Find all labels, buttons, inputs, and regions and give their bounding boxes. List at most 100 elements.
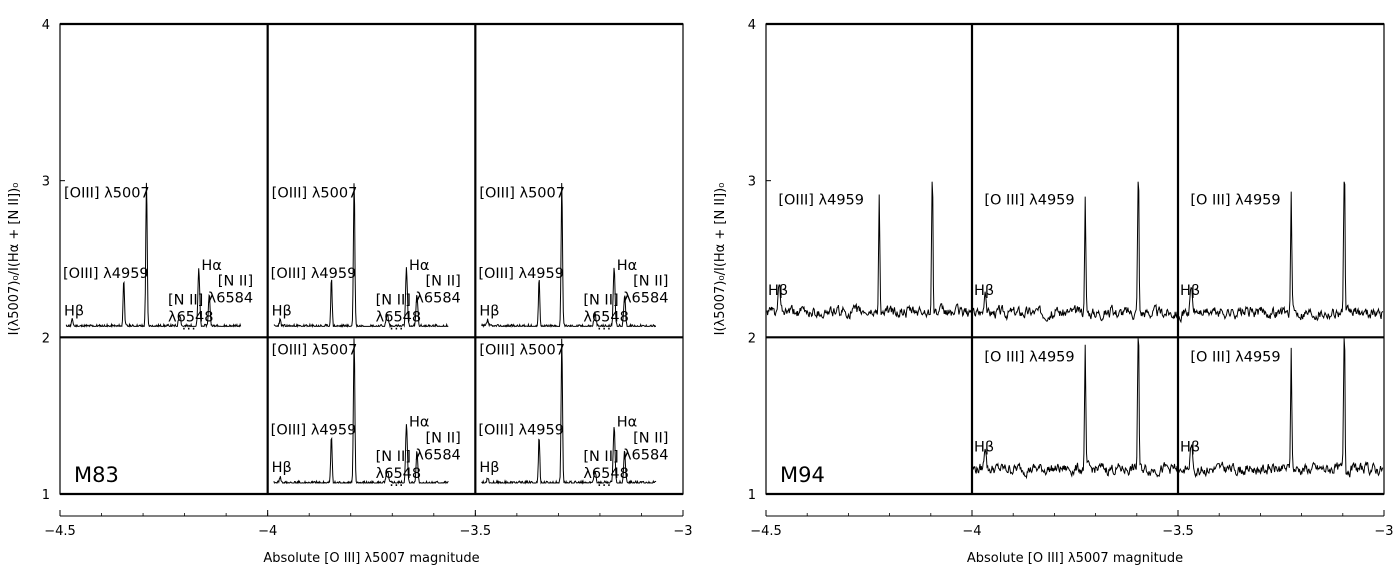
label-nii-6548: [N II] [583,292,618,308]
y-tick-label: 2 [42,331,50,346]
label-oiii-4959: [OIII] λ4959 [63,266,149,282]
label-nii-6584: [N II] [425,274,460,290]
label-oiii-4959: [OIII] λ4959 [478,266,564,282]
y-axis-label: I(λ5007)₀/I(Hα + [N II])₀ [713,183,728,336]
x-tick-label: −4.5 [750,524,782,539]
label-oiii-4959: [O III] λ4959 [1190,193,1280,209]
y-tick-label: 4 [42,18,50,33]
spectrum-line [481,338,657,485]
label-nii-6584: [N II] [633,430,668,446]
label-nii-6548: λ6548 [583,309,628,325]
label-dots: … [389,318,404,334]
label-oiii-4959: [O III] λ4959 [984,193,1074,209]
label-hbeta: Hβ [1180,440,1200,456]
spectrum-cell: [OIII] λ4959 Hβ [766,181,972,320]
panel-m94: −4.5 −4 −3.5 −3 1 2 3 4 Absolute [O III] λ5007 m… [713,18,1394,566]
spectrum-line [972,338,1178,480]
label-oiii-4959: [OIII] λ4959 [778,193,864,209]
spectrum-line [273,338,449,485]
x-tick-label: −4 [258,524,277,539]
label-halpha: Hα [409,415,429,431]
label-nii-6584: λ6584 [415,291,460,307]
label-oiii-4959: [OIII] λ4959 [271,422,357,438]
x-tick-label: −4.5 [44,524,76,539]
label-oiii-4959: [OIII] λ4959 [271,266,357,282]
label-nii-6548: λ6548 [583,466,628,482]
label-nii-6548: [N II] [376,449,411,465]
label-nii-6548: [N II] [168,292,203,308]
label-hbeta: Hβ [479,303,499,319]
label-dots: … [597,474,612,490]
label-halpha: Hα [409,258,429,274]
spectrum-cell: [O III] λ4959 Hβ [972,338,1178,480]
x-tick-label: −4 [962,524,981,539]
label-nii-6548: [N II] [583,449,618,465]
label-nii-6584: λ6584 [415,447,460,463]
label-nii-6584: [N II] [425,430,460,446]
label-nii-6548: λ6548 [376,309,421,325]
label-hbeta: Hβ [768,283,788,299]
galaxy-label: M83 [74,463,119,487]
label-nii-6584: λ6584 [623,447,668,463]
x-tick-label: −3 [673,524,692,539]
label-hbeta: Hβ [479,460,499,476]
spectrum-line [1178,338,1384,479]
x-tick-label: −3.5 [1162,524,1194,539]
label-oiii-4959: [O III] λ4959 [1190,349,1280,365]
label-hbeta: Hβ [272,303,292,319]
label-nii-6584: λ6584 [208,291,253,307]
label-nii-6548: λ6548 [376,466,421,482]
plot-frame [59,23,684,495]
y-axis-label: I(λ5007)₀/I(Hα + [N II])₀ [7,183,22,336]
panel-m83: −4.5 −4 −3.5 −3 1 2 3 4 Absolute [O III] λ5007 m… [7,18,693,566]
x-tick-label: −3 [1374,524,1393,539]
label-hbeta: Hβ [974,283,994,299]
spectrum-line [1178,181,1384,324]
label-halpha: Hα [617,258,637,274]
label-hbeta: Hβ [974,440,994,456]
label-hbeta: Hβ [272,460,292,476]
label-oiii-5007: [OIII] λ5007 [479,186,565,202]
label-dots: … [389,474,404,490]
x-axis-label: Absolute [O III] λ5007 magnitude [967,551,1183,566]
x-axis-label: Absolute [O III] λ5007 magnitude [263,551,479,566]
spectrum-cell: [O III] λ4959 Hβ [1178,181,1384,324]
y-tick-label: 3 [42,175,50,190]
spectrum-cell: [O III] λ4959 Hβ [1178,338,1384,479]
spectrum-cell: [O III] λ4959 Hβ [972,181,1178,322]
spectrum-line [481,182,656,328]
label-oiii-5007: [OIII] λ5007 [272,186,358,202]
label-oiii-5007: [OIII] λ5007 [64,186,150,202]
label-oiii-4959: [O III] λ4959 [984,349,1074,365]
x-tick-label: −3.5 [460,524,492,539]
label-oiii-5007: [OIII] λ5007 [272,342,358,358]
spectrum-line [65,182,242,329]
label-oiii-5007: [OIII] λ5007 [479,342,565,358]
y-tick-label: 3 [748,175,756,190]
spectrum-line [766,181,972,320]
spectrum-line [972,181,1178,322]
label-nii-6548: λ6548 [168,309,213,325]
label-nii-6584: [N II] [218,274,253,290]
y-tick-label: 1 [748,488,756,503]
label-nii-6584: λ6584 [623,291,668,307]
galaxy-label: M94 [780,463,825,487]
label-dots: … [182,318,197,334]
label-halpha: Hα [201,258,221,274]
label-hbeta: Hβ [1180,283,1200,299]
plot-frame [765,23,1385,495]
label-oiii-4959: [OIII] λ4959 [478,422,564,438]
y-tick-label: 1 [42,488,50,503]
label-nii-6548: [N II] [376,292,411,308]
y-tick-label: 4 [748,18,756,33]
y-tick-label: 2 [748,331,756,346]
label-hbeta: Hβ [64,303,84,319]
label-halpha: Hα [617,415,637,431]
spectrum-line [273,183,449,329]
